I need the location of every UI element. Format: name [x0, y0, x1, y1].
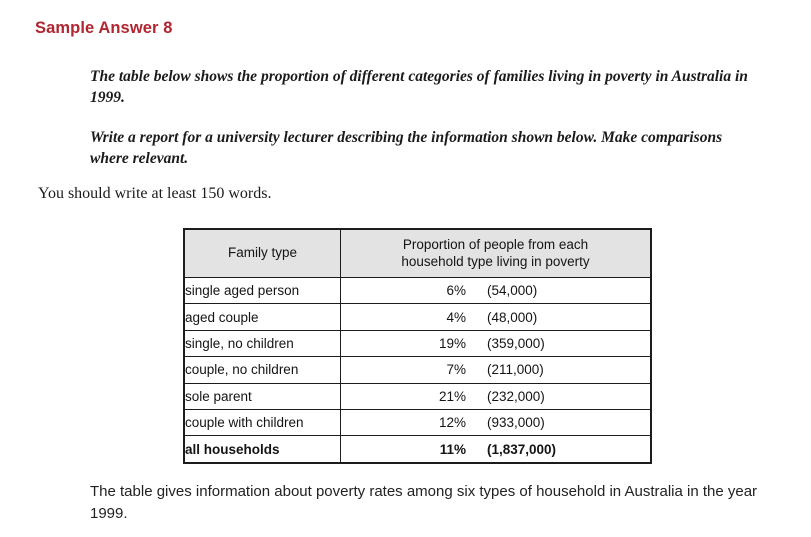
proportion-cell: 7% (211,000): [340, 356, 652, 384]
column-header-family-type: Family type: [183, 228, 341, 278]
proportion-value: 12% (933,000): [341, 415, 650, 430]
proportion-value: 6% (54,000): [341, 283, 650, 298]
column-header-proportion-label: Proportion of people from each household…: [401, 237, 590, 269]
table-row: single aged person 6% (54,000): [183, 276, 652, 305]
prompt-paragraph-1: The table below shows the proportion of …: [90, 68, 748, 106]
proportion-value: 21% (232,000): [341, 389, 650, 404]
family-type-cell: couple with children: [183, 408, 341, 437]
family-type-cell: all households: [183, 435, 341, 464]
table-row: single, no children 19% (359,000): [183, 329, 652, 358]
proportion-value: 4% (48,000): [341, 310, 650, 325]
proportion-cell: 12% (933,000): [340, 408, 652, 437]
count-value: (211,000): [487, 362, 544, 378]
count-value: (933,000): [487, 415, 545, 431]
table-header-row: Family type Proportion of people from ea…: [183, 228, 652, 278]
family-type-cell: aged couple: [183, 303, 341, 331]
percent-value: 19%: [438, 335, 466, 351]
table-row: couple, no children 7% (211,000): [183, 356, 652, 384]
prompt-paragraph-2: Write a report for a university lecturer…: [90, 129, 723, 167]
proportion-cell: 11% (1,837,000): [340, 435, 652, 464]
family-type-cell: couple, no children: [183, 356, 341, 384]
page-title: Sample Answer 8: [35, 19, 173, 37]
table-row: aged couple 4% (48,000): [183, 303, 652, 331]
closing-paragraph: The table gives information about povert…: [90, 483, 758, 522]
percent-value: 6%: [446, 283, 466, 299]
percent-value: 12%: [438, 415, 466, 431]
table-row: couple with children 12% (933,000): [183, 408, 652, 437]
column-header-proportion: Proportion of people from each household…: [340, 228, 652, 278]
column-header-family-type-label: Family type: [227, 245, 298, 261]
proportion-cell: 6% (54,000): [340, 276, 652, 305]
count-value: (1,837,000): [487, 441, 557, 457]
table-row: sole parent 21% (232,000): [183, 382, 652, 410]
percent-value: 21%: [438, 388, 466, 404]
count-value: (48,000): [487, 309, 538, 325]
percent-value: 11%: [439, 441, 466, 457]
poverty-table: Family type Proportion of people from ea…: [183, 228, 652, 464]
percent-value: 7%: [446, 362, 466, 378]
percent-value: 4%: [446, 309, 466, 325]
proportion-cell: 21% (232,000): [340, 382, 652, 410]
proportion-value: 11% (1,837,000): [341, 442, 650, 457]
count-value: (54,000): [487, 283, 538, 299]
table-row-total: all households 11% (1,837,000): [183, 435, 652, 464]
proportion-value: 7% (211,000): [341, 362, 650, 377]
proportion-cell: 19% (359,000): [340, 329, 652, 358]
family-type-cell: single aged person: [183, 276, 341, 305]
proportion-cell: 4% (48,000): [340, 303, 652, 331]
word-count-note: You should write at least 150 words.: [38, 185, 272, 202]
proportion-value: 19% (359,000): [341, 336, 650, 351]
count-value: (359,000): [487, 335, 545, 351]
family-type-cell: single, no children: [183, 329, 341, 358]
count-value: (232,000): [487, 388, 545, 404]
family-type-cell: sole parent: [183, 382, 341, 410]
